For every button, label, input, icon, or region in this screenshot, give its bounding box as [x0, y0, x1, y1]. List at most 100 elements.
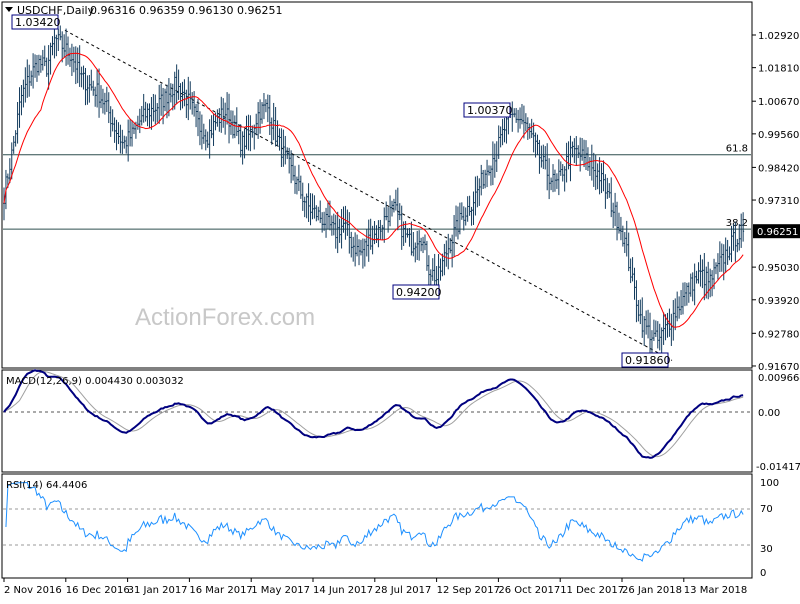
price-bar: [701, 259, 704, 289]
price-bar: [212, 114, 215, 146]
price-bar: [18, 87, 21, 128]
price-bar: [307, 183, 310, 222]
price-bar: [664, 314, 667, 341]
price-bar: [379, 219, 382, 240]
price-bar: [229, 110, 232, 135]
price-bar: [598, 157, 601, 195]
price-bar: [429, 269, 432, 287]
rsi-plot: [3, 482, 751, 562]
rsi-line: [5, 482, 744, 562]
price-bar: [282, 129, 285, 167]
price-bar: [367, 219, 370, 262]
price-bar: [389, 195, 392, 227]
collapse-triangle-icon[interactable]: [5, 7, 13, 12]
price-bar: [691, 272, 694, 302]
price-bar: [183, 79, 186, 107]
price-bar: [649, 312, 652, 353]
price-tick-label: 1.00670: [758, 97, 799, 108]
price-bar: [453, 215, 456, 257]
macd-panel-frame: [1, 369, 753, 473]
price-bar: [105, 86, 108, 112]
price-bar: [43, 45, 46, 67]
price-bar: [736, 238, 739, 253]
price-bar: [623, 232, 626, 254]
price-bar: [371, 225, 374, 255]
price-bar: [202, 123, 205, 144]
price-bar: [216, 109, 219, 127]
price-bar: [251, 125, 254, 138]
price-bar: [544, 146, 547, 170]
price-bar: [674, 298, 677, 331]
price-bar: [420, 237, 423, 252]
price-bar: [497, 125, 500, 159]
price-bar: [189, 81, 192, 110]
price-bar: [272, 102, 275, 141]
price-bar: [239, 124, 242, 158]
price-bar: [262, 93, 265, 120]
price-bar: [604, 174, 607, 209]
price-bar: [45, 57, 48, 77]
price-bar: [377, 220, 380, 248]
price-bar: [449, 237, 452, 254]
price-bar: [559, 161, 562, 176]
price-bar: [693, 263, 696, 306]
time-tick-label: 16 Mar 2017: [189, 585, 252, 596]
price-bar: [652, 319, 655, 342]
price-bar: [233, 115, 236, 139]
price-bar: [144, 101, 147, 122]
price-bar: [534, 132, 537, 158]
price-bar: [520, 104, 523, 125]
macd-tick-zero: 0.00: [758, 408, 780, 419]
price-bar: [600, 163, 603, 194]
price-bar: [466, 196, 469, 222]
price-bar: [68, 47, 71, 67]
price-bar: [92, 80, 95, 96]
price-bar: [726, 239, 729, 265]
price-bar: [573, 138, 576, 164]
price-bar: [332, 213, 335, 236]
price-bar: [218, 108, 221, 132]
price-bar: [247, 114, 250, 151]
price-bar: [12, 135, 15, 154]
price-tick-label: 0.97310: [758, 196, 799, 207]
price-bar: [643, 316, 646, 346]
price-bar: [695, 270, 698, 284]
price-annotation-box: [621, 352, 669, 368]
price-bar: [714, 262, 717, 275]
main-panel-frame: [1, 1, 753, 369]
price-bar: [37, 54, 40, 76]
price-bar: [709, 268, 712, 298]
price-bar: [555, 173, 558, 189]
price-bar: [575, 136, 578, 166]
price-bar: [49, 42, 52, 75]
price-bar: [299, 175, 302, 199]
trendline: [64, 29, 673, 361]
price-bar: [177, 69, 180, 100]
price-bar: [146, 103, 149, 127]
price-bar: [519, 107, 522, 129]
fib-label: 38.2: [726, 218, 748, 229]
price-bar: [35, 55, 38, 82]
macd-label: MACD(12,26,9) 0.004430 0.003032: [6, 376, 184, 387]
price-bar: [391, 200, 393, 217]
price-bar: [208, 119, 211, 159]
price-bar: [402, 221, 405, 246]
price-bar: [501, 118, 504, 146]
price-bar: [676, 291, 679, 322]
price-bar: [724, 237, 727, 273]
price-bar: [284, 135, 287, 165]
price-bar: [210, 115, 213, 139]
price-bar: [268, 94, 271, 136]
price-bar: [495, 141, 498, 172]
price-bar: [666, 312, 669, 338]
price-bar: [363, 238, 366, 267]
price-bar: [350, 231, 353, 258]
price-bar: [325, 207, 328, 238]
price-bar: [703, 253, 706, 301]
price-bar: [734, 221, 737, 262]
price-bar: [348, 212, 351, 254]
price-bar: [458, 202, 461, 235]
price-annotation-label: 1.00370: [467, 104, 513, 117]
price-tick-label: 0.98420: [758, 163, 799, 174]
